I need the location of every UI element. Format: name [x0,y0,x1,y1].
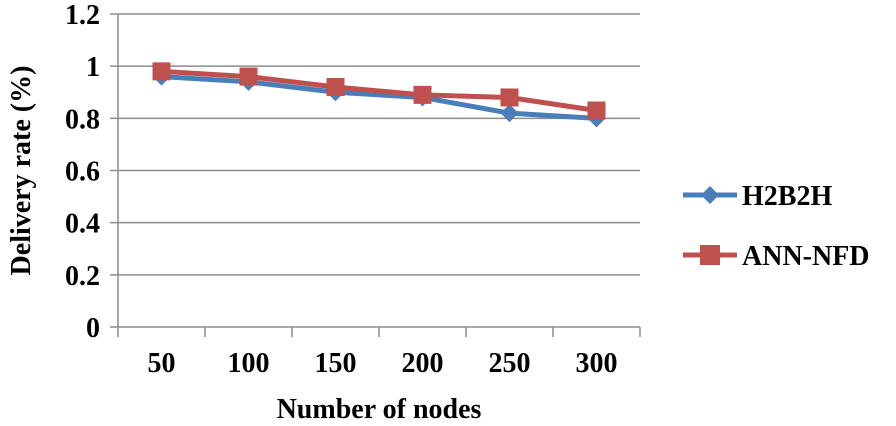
x-tick-labels: 50 100 150 200 250 300 [148,348,618,379]
series-group [152,62,606,128]
x-tick-label: 150 [315,348,357,379]
legend-label-ann-nfd: ANN-NFD [742,241,870,272]
y-tick-label: 1.2 [65,0,100,31]
legend-label-h2b2h: H2B2H [742,181,832,212]
axes [117,14,640,328]
x-tick-label: 50 [148,348,176,379]
x-tick-label: 300 [576,348,618,379]
legend-marker-diamond [701,186,719,204]
gridlines [110,13,641,337]
y-tick-label: 0.6 [65,157,100,188]
data-point-ann-nfd [239,67,258,86]
x-tick-label: 250 [489,348,531,379]
data-point-ann-nfd [413,85,432,104]
y-tick-label: 0.2 [65,261,100,292]
y-axis-title: Delivery rate (%) [6,66,37,276]
series-ann-nfd [152,62,606,120]
legend-marker-square [700,245,720,265]
data-point-ann-nfd [152,62,171,81]
y-tick-label: 0.8 [65,104,100,135]
series-line-h2b2h [161,74,597,121]
legend-item-h2b2h: H2B2H [683,181,832,212]
legend: H2B2H ANN-NFD [683,181,870,272]
x-tick-label: 100 [228,348,270,379]
data-point-ann-nfd [326,78,345,97]
y-tick-label: 0.4 [65,209,100,240]
x-axis-title: Number of nodes [277,394,482,425]
data-point-h2b2h [500,104,519,123]
data-point-ann-nfd [587,101,606,120]
y-tick-labels: 0 0.2 0.4 0.6 0.8 1 1.2 [65,0,100,344]
y-tick-label: 0 [86,313,100,344]
series-line-ann-nfd [161,68,597,113]
data-point-ann-nfd [500,88,519,107]
x-tick-label: 200 [402,348,444,379]
legend-item-ann-nfd: ANN-NFD [683,241,870,272]
y-tick-label: 1 [86,52,100,83]
